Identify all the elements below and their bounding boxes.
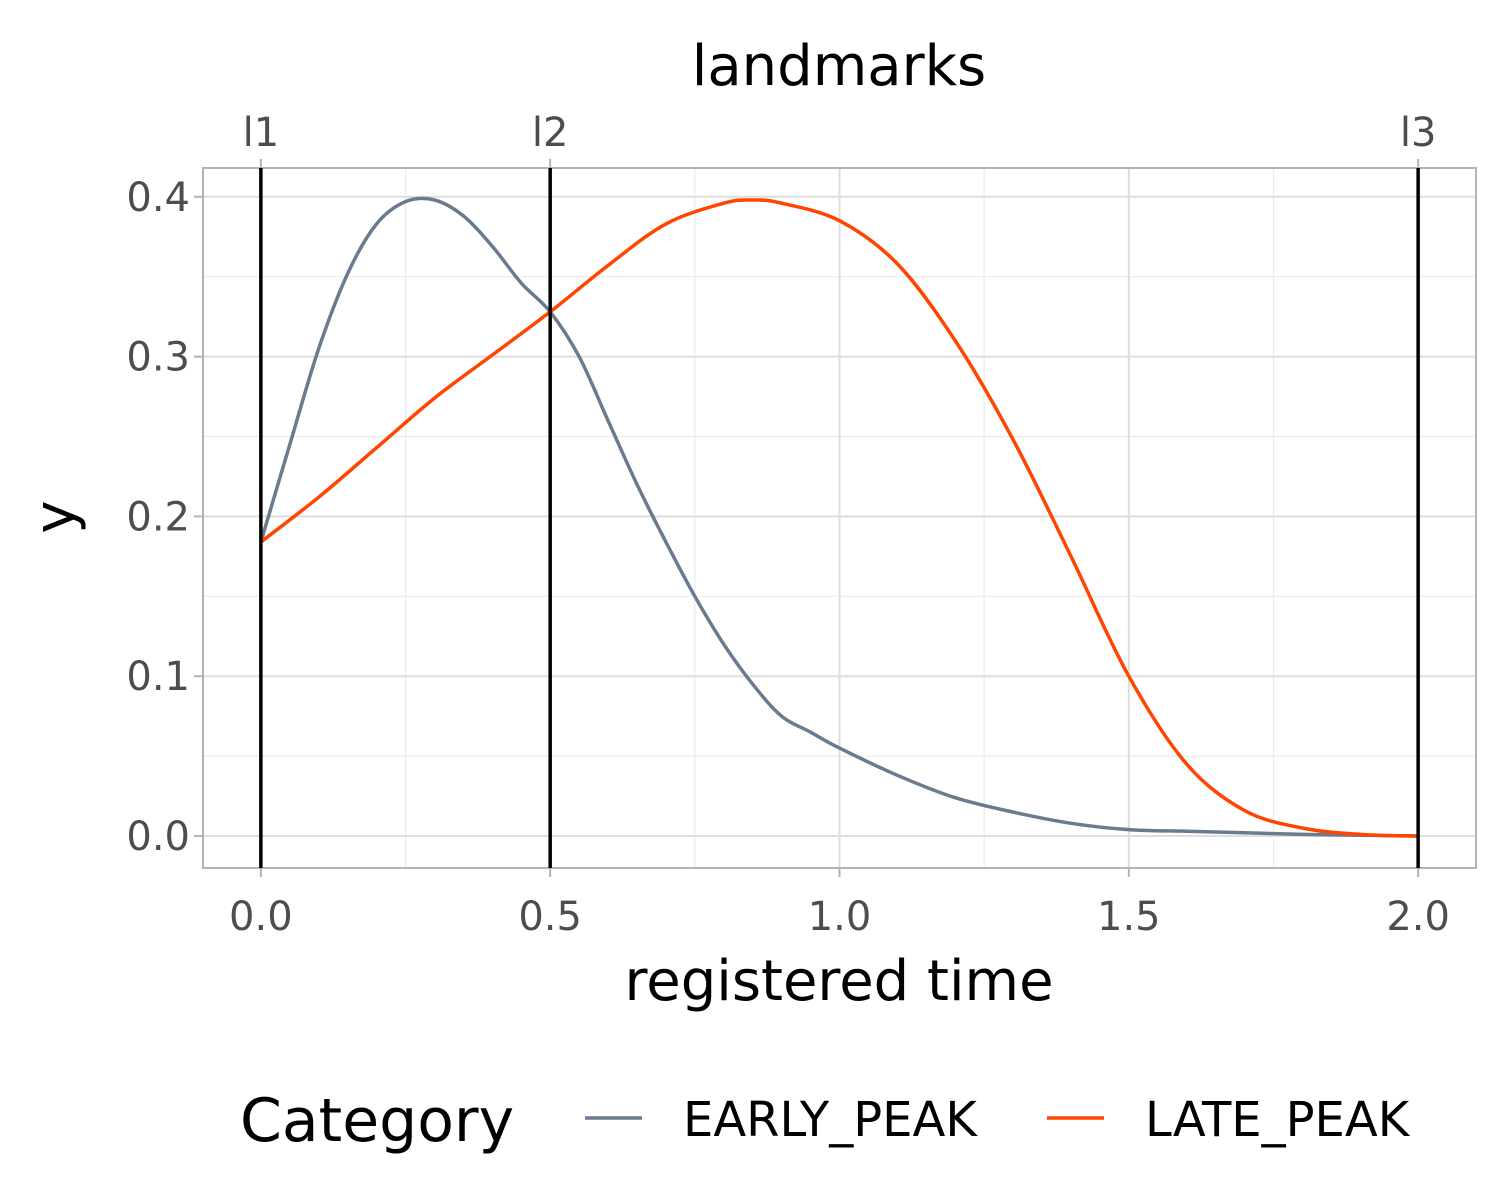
x-tick-label: 2.0: [1386, 894, 1450, 940]
y-tick-label: 0.0: [126, 814, 190, 860]
y-axis-title: y: [23, 500, 88, 533]
landmark-lines: [259, 168, 1420, 868]
major-gridlines: [203, 168, 1476, 868]
legend-label-early-peak: EARLY_PEAK: [683, 1092, 978, 1148]
series-line-late-peak: [259, 198, 1419, 838]
landmark-label: l3: [1400, 110, 1437, 156]
x-tick-label: 0.5: [518, 894, 582, 940]
landmark-label: l1: [243, 110, 280, 156]
x-tick-label: 1.0: [808, 894, 872, 940]
legend: Category EARLY_PEAK LATE_PEAK: [240, 1086, 1411, 1156]
y-tick-label: 0.3: [126, 335, 190, 381]
series-lines: [259, 196, 1419, 838]
x-tick-label: 0.0: [229, 894, 293, 940]
series-line-early-peak: [259, 196, 1419, 838]
x-tick-label: 1.5: [1097, 894, 1161, 940]
top-axis-title: landmarks: [692, 34, 986, 99]
axes: 0.0 0.5 1.0 1.5 2.0 0.0 0.1 0.2 0.3 0.4 l1 l2 l3: [126, 110, 1450, 940]
y-tick-label: 0.2: [126, 494, 190, 540]
x-axis-title: registered time: [624, 949, 1053, 1014]
y-tick-label: 0.4: [126, 175, 190, 221]
y-tick-label: 0.1: [126, 654, 190, 700]
legend-title: Category: [240, 1086, 514, 1156]
landmark-label: l2: [532, 110, 569, 156]
legend-label-late-peak: LATE_PEAK: [1145, 1092, 1411, 1148]
